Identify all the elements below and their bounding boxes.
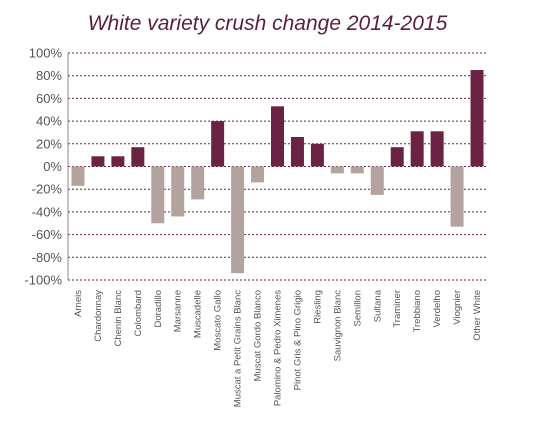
bar [390, 147, 404, 167]
bar [271, 106, 284, 167]
x-tick-label: Marsanne [173, 290, 184, 332]
bar [191, 166, 205, 200]
x-tick-label: Muscat Gordo Blanco [253, 290, 264, 381]
bar [450, 166, 464, 227]
bar [350, 166, 364, 174]
x-tick-label: Sauvignon Blanc [332, 290, 343, 362]
x-tick-label: Riesling [312, 290, 323, 324]
y-tick-label: -80% [32, 250, 63, 265]
y-tick-label: -60% [32, 227, 63, 242]
x-tick-label: Chardonnay [93, 290, 104, 342]
y-tick-label: -40% [32, 204, 63, 219]
x-tick-label: Other White [472, 290, 483, 341]
x-tick-label: Viognier [452, 290, 463, 325]
x-tick-label: Pinot Gris & Pino Grigio [292, 290, 303, 390]
y-tick-label: -100% [24, 273, 62, 288]
bar [470, 70, 484, 167]
y-tick-label: 40% [36, 114, 62, 129]
bar [111, 156, 125, 167]
x-tick-label: Sultana [372, 289, 383, 322]
bar [290, 136, 304, 167]
bar [370, 166, 384, 195]
bar [430, 131, 444, 167]
x-tick-label: Muscadelle [193, 290, 204, 338]
bar [410, 131, 424, 167]
x-tick-label: Traminer [392, 290, 403, 328]
bar [310, 143, 324, 167]
bar [171, 166, 185, 217]
x-tick-label: Palomino & Pedro Ximenes [273, 290, 284, 406]
x-tick-label: Chenin Blanc [113, 290, 124, 347]
bar [330, 166, 344, 174]
y-tick-label: 60% [36, 91, 62, 106]
x-tick-label: Doradillo [153, 290, 164, 328]
x-tick-label: Trebbiano [412, 290, 423, 332]
y-tick-label: -20% [32, 182, 63, 197]
y-tick-label: 20% [36, 136, 62, 151]
bar [91, 156, 105, 167]
y-tick-label: 100% [29, 46, 63, 61]
chart-title: White variety crush change 2014-2015 [87, 12, 448, 35]
x-tick-label: Colombard [133, 290, 144, 336]
y-tick-label: 80% [36, 68, 62, 83]
y-tick-label: 0% [43, 159, 62, 174]
x-tick-label: Moscato Gallo [213, 290, 224, 351]
bar [131, 147, 145, 167]
x-tick-label: Muscat a Petit Grains Blanc [233, 290, 244, 407]
x-tick-label: Arneis [73, 290, 84, 317]
bar [71, 166, 85, 186]
x-tick-label: Semillon [352, 290, 363, 326]
x-tick-label: Verdelho [432, 290, 443, 328]
bar [251, 166, 265, 183]
bar [211, 121, 225, 167]
bar [231, 166, 245, 274]
bar [151, 166, 165, 224]
